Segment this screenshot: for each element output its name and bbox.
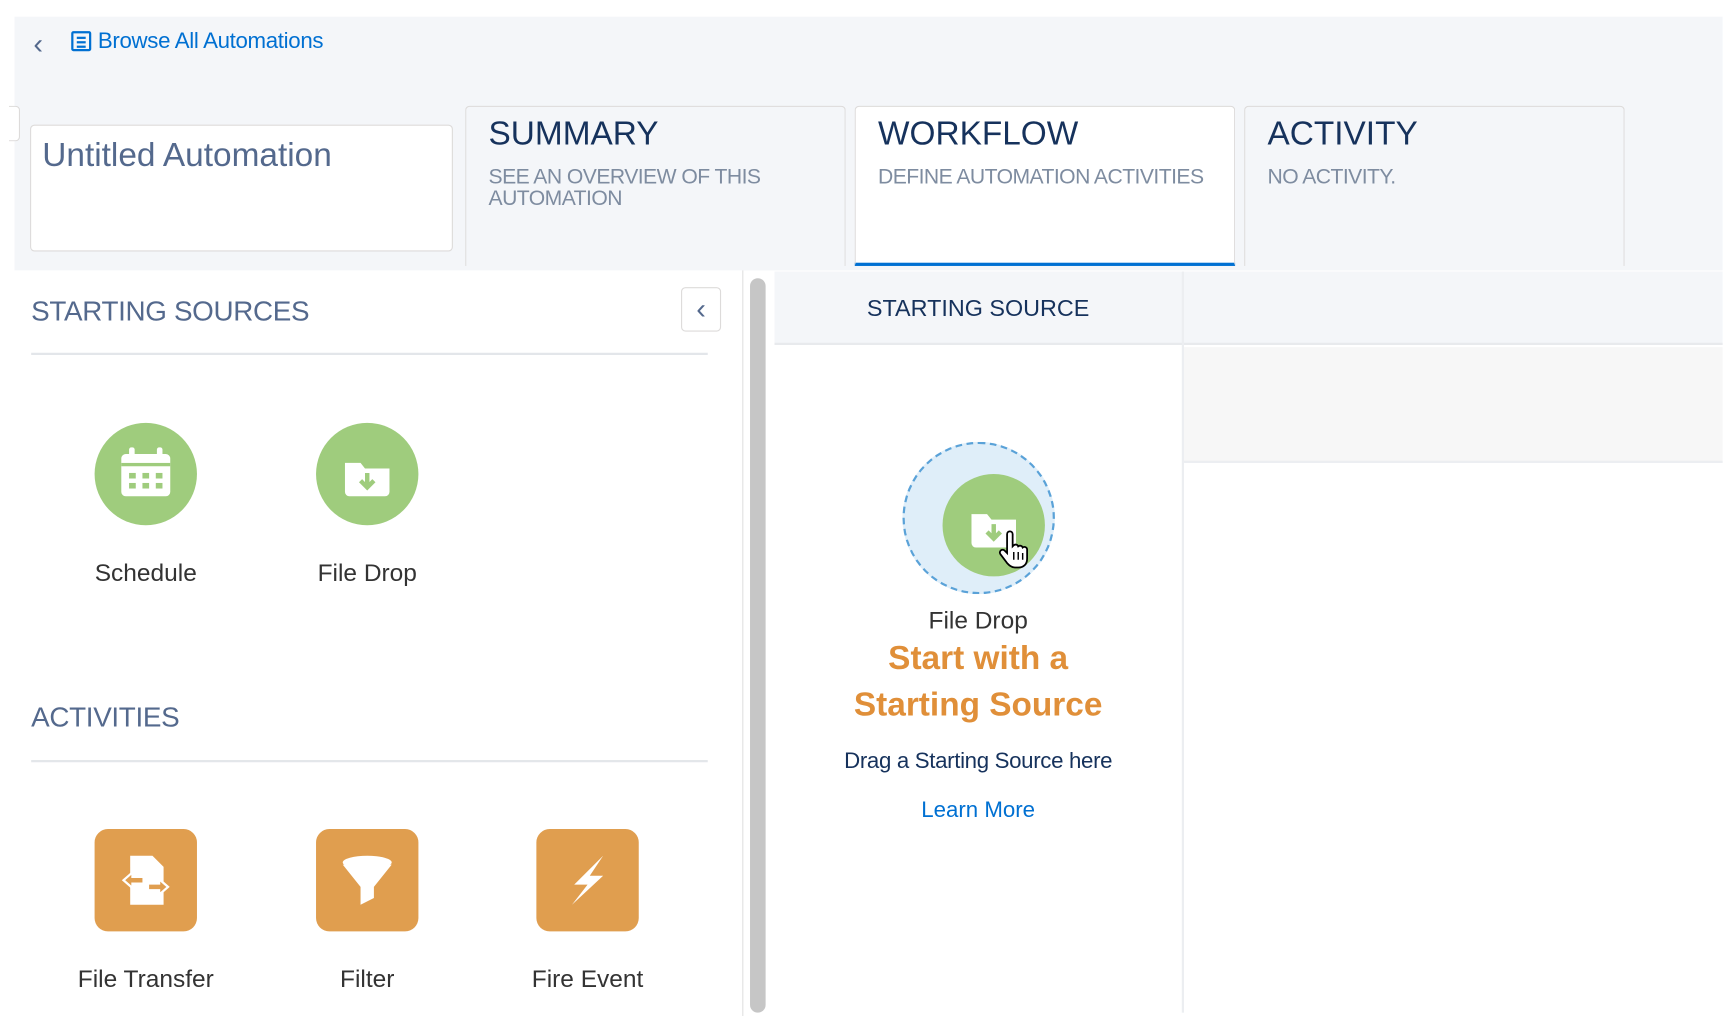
lightning-icon xyxy=(536,829,639,932)
collapse-sidebar-button[interactable]: ‹ xyxy=(681,287,722,332)
canvas-header xyxy=(774,271,1723,345)
source-file-drop[interactable]: File Drop xyxy=(278,422,456,588)
empty-heading-line1: Start with a xyxy=(888,639,1069,677)
starting-source-column-header: STARTING SOURCE xyxy=(866,296,1090,322)
empty-heading-line2: Starting Source xyxy=(853,686,1103,724)
tile-label: Schedule xyxy=(94,558,197,587)
source-schedule[interactable]: Schedule xyxy=(57,422,235,588)
tab-subtitle: DEFINE AUTOMATION ACTIVITIES xyxy=(877,165,1204,190)
activities-heading: ACTIVITIES xyxy=(31,702,180,734)
tab-subtitle: NO ACTIVITY. xyxy=(1267,165,1396,190)
activity-filter[interactable]: Filter xyxy=(278,829,456,994)
sidebar-scrollbar[interactable] xyxy=(750,278,766,1013)
tab-workflow[interactable]: WORKFLOW DEFINE AUTOMATION ACTIVITIES xyxy=(854,105,1236,266)
learn-more-link[interactable]: Learn More xyxy=(921,797,1036,823)
filter-icon xyxy=(316,829,419,932)
instruction-text: Drag a Starting Source here xyxy=(844,748,1113,774)
folder-download-icon xyxy=(316,422,419,526)
tile-label: File Transfer xyxy=(77,964,214,993)
automation-name: Untitled Automation xyxy=(42,136,332,174)
browse-all-automations-link[interactable]: Browse All Automations xyxy=(97,28,324,54)
file-transfer-icon xyxy=(94,829,197,932)
dragged-item-label: File Drop xyxy=(928,606,1028,635)
tab-subtitle: SEE AN OVERVIEW OF THIS AUTOMATION xyxy=(488,165,761,211)
activity-fire-event[interactable]: Fire Event xyxy=(499,829,677,994)
empty-step-area xyxy=(1184,347,1723,463)
starting-sources-heading: STARTING SOURCES xyxy=(31,296,310,328)
tab-title: WORKFLOW xyxy=(877,115,1079,153)
back-chevron-icon[interactable]: ‹ xyxy=(33,26,44,61)
collapsed-card-edge xyxy=(8,105,21,142)
divider xyxy=(31,352,708,355)
hand-cursor-icon xyxy=(997,530,1033,576)
column-divider xyxy=(1181,271,1185,1013)
activity-file-transfer[interactable]: File Transfer xyxy=(57,829,235,994)
tab-title: ACTIVITY xyxy=(1267,115,1418,153)
divider xyxy=(31,760,708,763)
tab-summary[interactable]: SUMMARY SEE AN OVERVIEW OF THIS AUTOMATIO… xyxy=(465,105,846,266)
list-icon xyxy=(71,31,92,52)
tile-label: Filter xyxy=(340,964,395,993)
tile-label: Fire Event xyxy=(531,964,644,993)
tab-activity[interactable]: ACTIVITY NO ACTIVITY. xyxy=(1244,105,1625,266)
calendar-icon xyxy=(94,422,197,526)
tile-label: File Drop xyxy=(317,558,417,587)
automation-name-field[interactable]: Untitled Automation xyxy=(30,124,453,252)
tab-title: SUMMARY xyxy=(488,115,659,153)
